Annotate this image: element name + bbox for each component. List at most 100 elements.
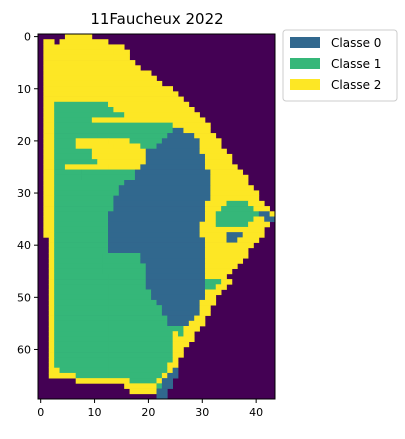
heatmap-cell-run [54,159,98,165]
heatmap-cell-run [108,44,125,50]
heatmap-cell-run [226,237,238,243]
heatmap-cell-run [43,164,55,170]
y-tick-label: 30 [17,187,31,200]
heatmap-cell-run [102,268,147,275]
heatmap-cell-run [75,378,130,384]
heatmap-cell-run [43,190,55,196]
heatmap-cell-run [54,112,125,118]
heatmap-cell-run [172,127,184,134]
heatmap-cell-run [215,216,254,223]
heatmap-cell-run [204,153,233,160]
heatmap-cell-run [253,216,265,223]
heatmap-cell-run [178,331,184,337]
heatmap-cell-run [48,242,55,249]
heatmap-cell-run [48,237,55,243]
heatmap-cell-run [54,221,109,228]
heatmap-cell-run [156,383,163,389]
heatmap-cell-run [210,190,260,196]
heatmap-cell-run [64,164,109,170]
heatmap-cell-run [48,299,55,306]
heatmap-cell-run [102,263,147,269]
heatmap-cell-run [48,279,55,285]
heatmap-cell-run [210,180,249,186]
x-tick-label: 30 [195,406,209,419]
heatmap-cell-run [54,107,114,113]
heatmap-cell-run [172,331,179,337]
y-axis: 0 10 20 30 40 50 60 [17,31,38,356]
heatmap-cell-run [204,159,233,165]
heatmap-cell-run [54,143,77,150]
heatmap-cell-run [54,226,109,233]
heatmap-cell-run [91,148,147,155]
heatmap-cell-run [108,331,174,337]
heatmap-cell-run [210,169,244,176]
heatmap-cell-run [54,247,109,254]
heatmap-cell-run [108,341,174,348]
heatmap-cell-run [43,96,184,103]
heatmap-cell-run [108,305,163,311]
heatmap-cell-run [54,253,103,259]
heatmap-cell-run [54,211,109,217]
heatmap-cell-run [43,153,55,160]
heatmap-cell-run [54,237,109,243]
heatmap-cell-run [48,362,55,369]
heatmap-cell-run [204,263,238,269]
heatmap-cell-run [43,80,163,87]
heatmap-cell-run [172,122,211,129]
heatmap-cell-run [140,143,157,150]
heatmap-cell-run [183,326,200,332]
heatmap-cell-run [54,127,98,134]
heatmap-cell-run [167,133,195,139]
heatmap-cell-run [269,211,276,217]
heatmap-cell-run [108,237,206,243]
heatmap-cell-run [48,273,55,280]
heatmap-cell-run [54,185,120,191]
heatmap-cell-run [97,127,174,134]
heatmap-cell-run [43,221,55,228]
heatmap-cell-run [199,226,265,233]
heatmap-cell-run [140,164,206,170]
heatmap-cell-run [43,195,55,202]
heatmap-cell-run [108,299,157,306]
heatmap-cell-run [108,101,190,108]
heatmap-cell-run [199,310,211,316]
heatmap-cell-run [54,153,93,160]
heatmap-cell-run [43,180,55,186]
heatmap-cell-run [151,294,206,301]
heatmap-cell-run [54,352,109,358]
y-tick-label: 40 [17,239,31,252]
heatmap-cell-run [43,101,55,108]
heatmap-cell-run [108,138,130,144]
heatmap-cell-run [145,284,206,290]
heatmap-cell-run [221,279,233,285]
heatmap-cell-run [48,289,55,296]
heatmap-cell-run [108,226,200,233]
heatmap-cell-run [226,232,244,238]
heatmap-cell-run [48,310,55,316]
heatmap-cell-run [54,346,109,353]
heatmap-cell-run [199,299,217,306]
heatmap-cell-run [59,367,109,374]
heatmap-cell-run [258,211,270,217]
heatmap-cell-run [108,357,174,363]
heatmap-cell-run [54,310,109,316]
heatmap-cell-run [145,268,206,275]
heatmap-cell-run [54,341,109,348]
heatmap-cell-run [108,247,206,254]
heatmap-cell-run [54,268,103,275]
heatmap-cell-run [210,195,260,202]
heatmap-cell-run [172,341,190,348]
legend-label: Classe 0 [331,36,381,50]
heatmap-cell-run [75,138,109,144]
heatmap-cell-run [108,221,200,228]
heatmap-cell-run [43,138,55,144]
heatmap-cell-run [140,253,206,259]
heatmap-cell-run [151,289,206,296]
heatmap-cell-run [108,294,152,301]
heatmap-cell-run [199,143,222,150]
heatmap-cell-run [43,112,55,118]
heatmap-cell-run [108,372,163,379]
heatmap-cell-run [108,346,174,353]
heatmap-cell-run [210,174,249,181]
